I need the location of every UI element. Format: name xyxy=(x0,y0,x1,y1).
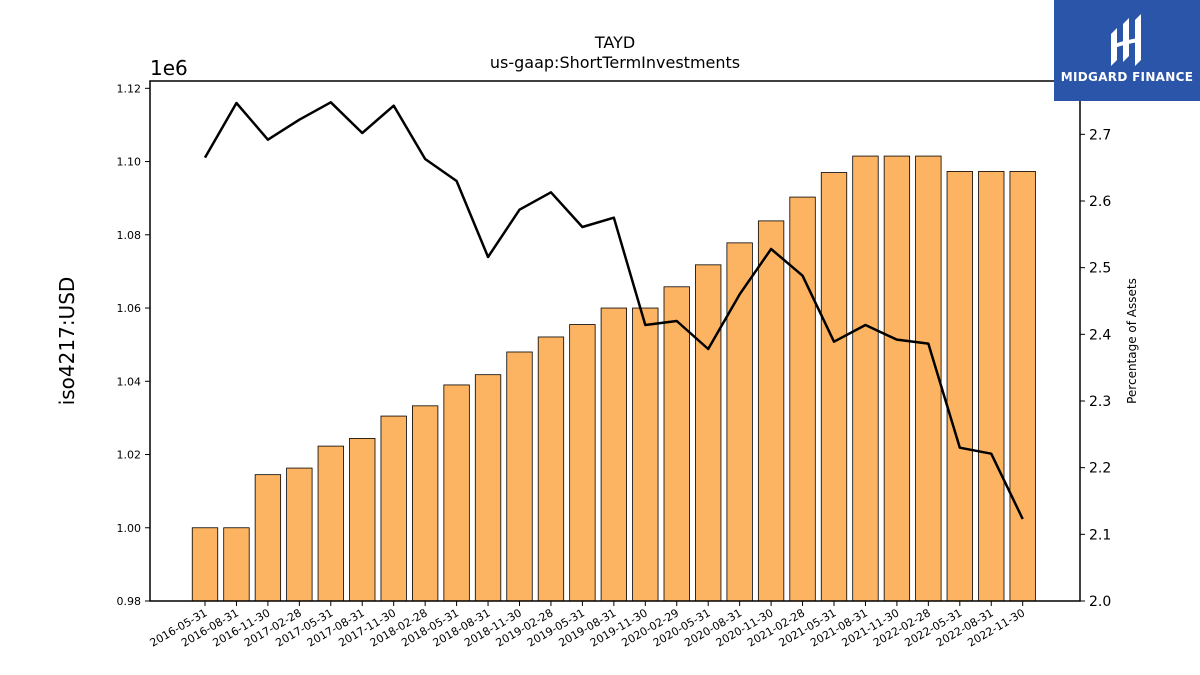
y-right-tick-label: 2.0 xyxy=(1089,594,1111,610)
bar xyxy=(663,286,690,602)
bar xyxy=(883,155,911,602)
bar xyxy=(380,415,407,602)
bar xyxy=(915,155,942,602)
y-tick-label: 1.02 xyxy=(117,449,142,462)
bar xyxy=(757,220,785,602)
bar xyxy=(632,307,659,602)
y-right-tick-label: 2.4 xyxy=(1089,327,1111,343)
y-tick-label: 1.08 xyxy=(117,229,142,242)
y-tick-label: 1.00 xyxy=(117,522,142,535)
logo-mark-icon xyxy=(1111,14,1141,66)
bar xyxy=(600,307,627,602)
bar xyxy=(946,171,973,602)
bar xyxy=(695,264,722,602)
bar xyxy=(191,527,219,602)
y-right-tick-label: 2.6 xyxy=(1089,194,1111,210)
bar xyxy=(569,324,596,602)
bar xyxy=(506,351,533,602)
bar xyxy=(1009,171,1036,602)
y-offset-label: 1e6 xyxy=(150,56,188,80)
bar xyxy=(852,155,879,602)
y-tick-label: 1.12 xyxy=(117,82,142,95)
y-tick-label: 0.98 xyxy=(117,595,142,608)
bar xyxy=(443,384,470,602)
bar xyxy=(286,467,313,602)
bar xyxy=(789,196,816,602)
y-right-tick-label: 2.1 xyxy=(1089,527,1111,543)
y-right-tick-label: 2.7 xyxy=(1089,127,1111,143)
y-tick-label: 1.06 xyxy=(117,302,142,315)
bar xyxy=(820,172,848,602)
chart-title: TAYD xyxy=(594,33,636,52)
y-right-tick-label: 2.2 xyxy=(1089,461,1111,477)
bar xyxy=(978,171,1005,602)
percentage-line xyxy=(203,101,1024,520)
y-right-tick-label: 2.3 xyxy=(1089,394,1111,410)
bar xyxy=(317,445,344,602)
bar xyxy=(411,405,439,602)
y-tick-label: 1.10 xyxy=(117,156,142,169)
plot-frame xyxy=(149,80,1081,602)
y-right-axis-label: Percentage of Assets xyxy=(1125,278,1139,404)
y-tick-label: 1.04 xyxy=(117,375,142,388)
bar xyxy=(254,474,282,602)
bar xyxy=(537,336,565,602)
bar xyxy=(474,374,502,602)
bar xyxy=(223,527,250,602)
y-right-tick-label: 2.5 xyxy=(1089,261,1111,277)
logo-text: MIDGARD FINANCE xyxy=(1060,70,1194,84)
y-axis-label: iso4217:USD xyxy=(55,277,79,406)
chart-subtitle: us-gaap:ShortTermInvestments xyxy=(489,53,741,72)
bar xyxy=(726,242,753,602)
brand-logo: MIDGARD FINANCE xyxy=(1054,0,1200,101)
bar xyxy=(349,438,376,602)
